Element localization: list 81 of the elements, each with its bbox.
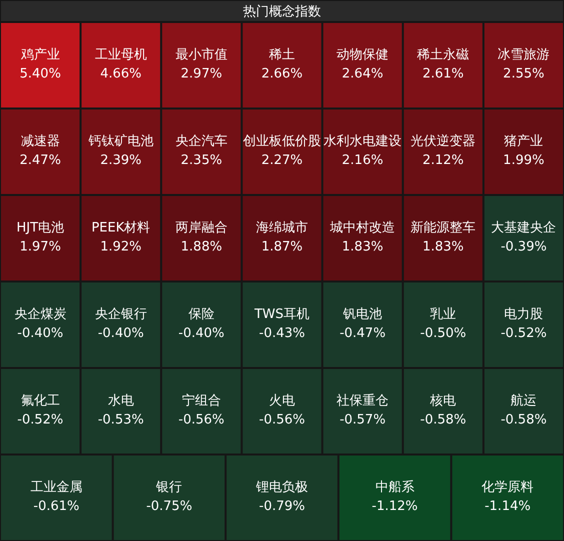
data-label: -0.52%: [17, 412, 64, 428]
data-label: -0.47%: [340, 326, 386, 341]
category-label: 水电: [108, 393, 134, 408]
data-label: 2.35%: [180, 152, 222, 168]
category-label: 最小市值: [175, 47, 228, 62]
data-label: 1.88%: [180, 239, 222, 254]
data-label: -1.14%: [484, 498, 531, 514]
category-label: 工业母机: [94, 47, 147, 62]
data-label: -0.61%: [33, 498, 80, 514]
data-label: -0.56%: [178, 412, 224, 428]
category-label: 央企汽车: [175, 134, 228, 149]
category-label: 两岸融合: [175, 220, 228, 236]
category-label: 钙钛矿电池: [87, 134, 154, 149]
data-label: 1.97%: [20, 239, 61, 254]
category-label: 化学原料: [482, 480, 534, 495]
data-label: 5.40%: [20, 66, 61, 82]
category-label: 猪产业: [504, 134, 544, 149]
data-label: -0.40%: [98, 326, 144, 341]
data-label: 2.39%: [100, 152, 142, 168]
data-label: -0.50%: [420, 326, 466, 341]
category-label: 稀土永磁: [417, 46, 470, 62]
data-label: 2.27%: [261, 152, 303, 168]
category-label: 冰雪旅游: [498, 47, 550, 62]
data-label: 2.12%: [422, 152, 464, 168]
category-label: 锂电负极: [255, 480, 308, 495]
category-label: 大基建央企: [491, 220, 556, 236]
data-label: -0.58%: [420, 412, 466, 428]
data-label: -0.58%: [500, 412, 547, 428]
category-label: 社保重仓: [336, 393, 389, 408]
data-label: 2.47%: [20, 152, 61, 168]
category-label: 城中村改造: [329, 220, 396, 236]
category-label: 中船系: [375, 480, 414, 495]
data-label: -1.12%: [372, 498, 418, 514]
category-label: PEEK材料: [91, 220, 150, 236]
category-label: 央企银行: [94, 306, 147, 322]
category-label: 氟化工: [20, 393, 60, 408]
category-label: 火电: [269, 393, 295, 408]
data-label: 2.64%: [342, 66, 384, 82]
category-label: 航运: [510, 393, 537, 408]
category-label: 光伏逆变器: [410, 134, 476, 149]
category-label: 减速器: [20, 134, 60, 149]
data-label: 2.61%: [422, 66, 464, 82]
data-label: 2.66%: [261, 66, 303, 82]
category-label: 宁组合: [182, 392, 221, 408]
data-label: 2.55%: [503, 66, 544, 82]
data-label: -0.56%: [259, 412, 305, 428]
data-label: -0.43%: [259, 326, 305, 341]
category-label: 核电: [429, 393, 456, 408]
category-label: 动物保健: [336, 47, 389, 62]
category-label: HJT电池: [16, 220, 64, 236]
category-label: 水利水电建设: [324, 134, 402, 149]
category-label: 乳业: [430, 306, 456, 322]
data-label: -0.40%: [17, 326, 64, 341]
data-label: -0.53%: [98, 412, 144, 428]
category-label: 工业金属: [30, 480, 82, 495]
data-label: -0.57%: [340, 412, 386, 428]
category-label: 保险: [188, 306, 214, 322]
text: 热门概念指数: [243, 4, 321, 20]
category-label: 鸡产业: [20, 47, 60, 62]
category-label: 银行: [155, 480, 182, 495]
category-label: 钒电池: [342, 306, 382, 322]
category-label: 电力股: [504, 306, 544, 322]
data-label: 1.92%: [100, 239, 142, 254]
data-label: -0.52%: [500, 326, 547, 341]
data-label: -0.75%: [146, 498, 192, 514]
category-label: 稀土: [269, 47, 295, 62]
category-label: 央企煤炭: [14, 306, 66, 322]
data-label: 2.16%: [342, 152, 384, 168]
data-label: 2.97%: [180, 66, 222, 82]
data-label: -0.40%: [178, 326, 224, 341]
data-label: 4.66%: [100, 66, 142, 82]
data-label: 1.87%: [261, 239, 303, 254]
data-label: 1.99%: [503, 152, 544, 168]
data-label: -0.39%: [500, 239, 547, 254]
data-label: 1.83%: [422, 239, 464, 254]
category-label: 创业板低价股: [243, 134, 321, 149]
category-label: 新能源整车: [410, 220, 476, 236]
data-label: -0.79%: [259, 498, 305, 514]
data-label: 1.83%: [342, 239, 384, 254]
category-label: TWS耳机: [253, 306, 310, 322]
category-label: 海绵城市: [256, 220, 308, 236]
